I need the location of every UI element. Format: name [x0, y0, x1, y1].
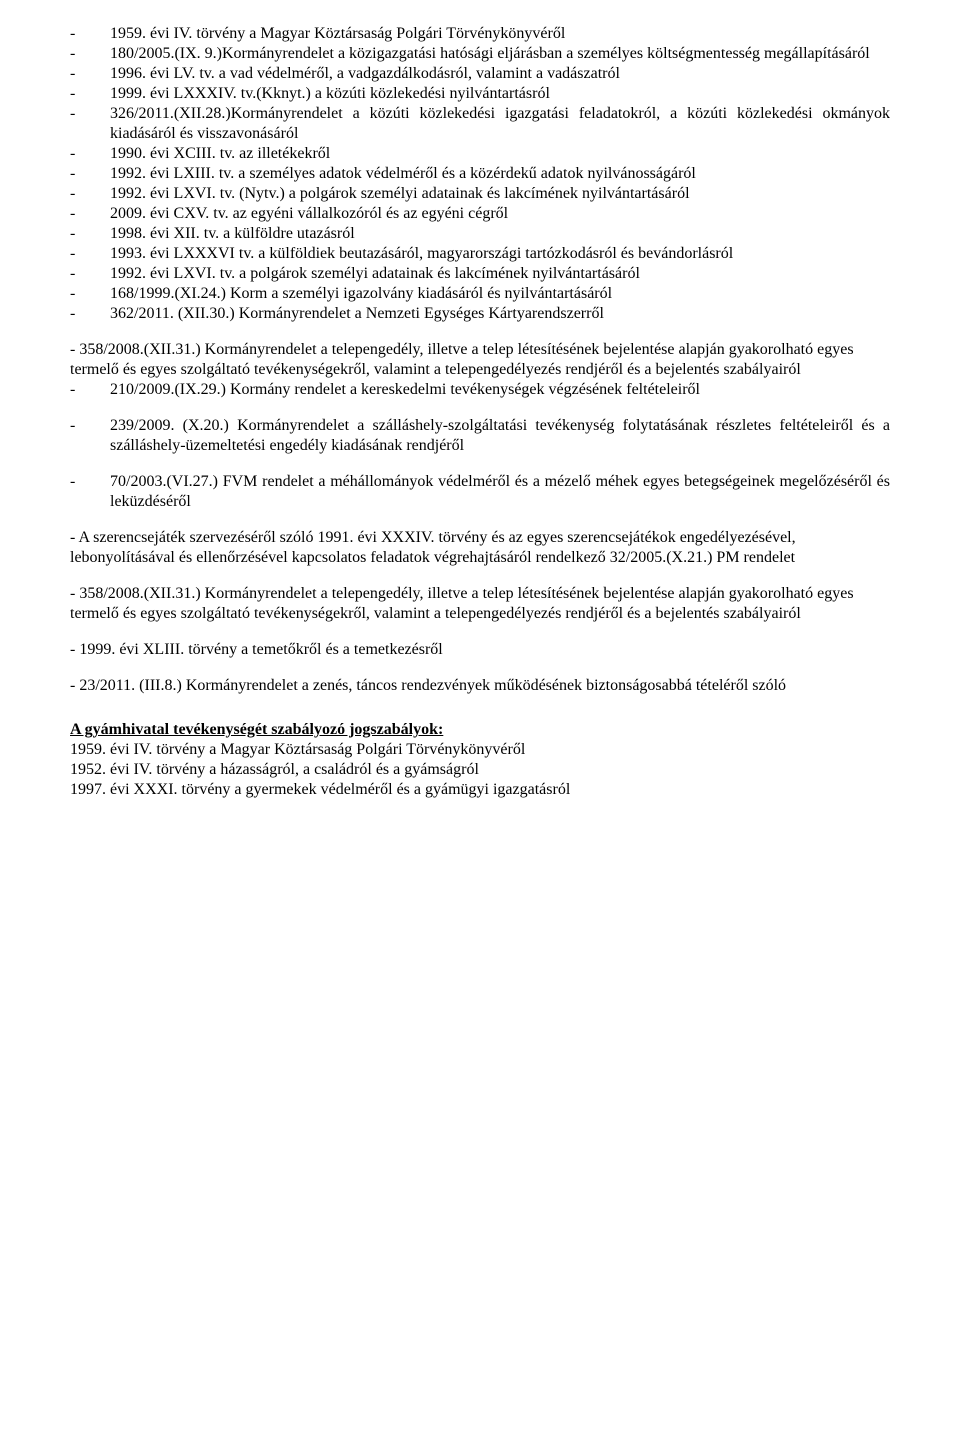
list-item: 1993. évi LXXXVI tv. a külföldiek beutaz… — [70, 244, 890, 264]
list-item-text: 1990. évi XCIII. tv. az illetékekről — [110, 145, 330, 162]
paragraph-text: - 358/2008.(XII.31.) Kormányrendelet a t… — [70, 585, 854, 622]
paragraph-text: - A szerencsejáték szervezéséről szóló 1… — [70, 529, 796, 566]
list-item: 1990. évi XCIII. tv. az illetékekről — [70, 144, 890, 164]
list-item-text: 1959. évi IV. törvény a Magyar Köztársas… — [110, 25, 565, 42]
list-item-text: 1997. évi XXXI. törvény a gyermekek véde… — [70, 781, 570, 798]
list-item-text: 1992. évi LXVI. tv. (Nytv.) a polgárok s… — [110, 185, 690, 202]
list-item: 1992. évi LXVI. tv. a polgárok személyi … — [70, 264, 890, 284]
paragraph-list: 70/2003.(VI.27.) FVM rendelet a méhállom… — [70, 472, 890, 512]
list-item: 1996. évi LV. tv. a vad védelméről, a va… — [70, 64, 890, 84]
paragraph: - 358/2008.(XII.31.) Kormányrendelet a t… — [70, 584, 890, 624]
list-item-text: 1999. évi LXXXIV. tv.(Kknyt.) a közúti k… — [110, 85, 550, 102]
list-item-text: 239/2009. (X.20.) Kormányrendelet a szál… — [110, 417, 890, 454]
law-list-secondary: 1959. évi IV. törvény a Magyar Köztársas… — [70, 740, 890, 800]
paragraph-text: - 1999. évi XLIII. törvény a temetőkről … — [70, 641, 443, 658]
paragraph-list: 239/2009. (X.20.) Kormányrendelet a szál… — [70, 416, 890, 456]
list-item: 1999. évi LXXXIV. tv.(Kknyt.) a közúti k… — [70, 84, 890, 104]
paragraph: - 358/2008.(XII.31.) Kormányrendelet a t… — [70, 340, 890, 400]
paragraph-text: - 358/2008.(XII.31.) Kormányrendelet a t… — [70, 340, 890, 380]
paragraph: - 1999. évi XLIII. törvény a temetőkről … — [70, 640, 890, 660]
list-item: 1959. évi IV. törvény a Magyar Köztársas… — [70, 24, 890, 44]
list-item-text: 168/1999.(XI.24.) Korm a személyi igazol… — [110, 285, 612, 302]
list-item: 2009. évi CXV. tv. az egyéni vállalkozór… — [70, 204, 890, 224]
list-item: 180/2005.(IX. 9.)Kormányrendelet a közig… — [70, 44, 890, 64]
paragraph: - 23/2011. (III.8.) Kormányrendelet a ze… — [70, 676, 890, 696]
list-item: 1997. évi XXXI. törvény a gyermekek véde… — [70, 780, 890, 800]
list-item: 1959. évi IV. törvény a Magyar Köztársas… — [70, 740, 890, 760]
list-item-text: 1952. évi IV. törvény a házasságról, a c… — [70, 761, 479, 778]
list-item-text: 1998. évi XII. tv. a külföldre utazásról — [110, 225, 355, 242]
list-item-text: 70/2003.(VI.27.) FVM rendelet a méhállom… — [110, 473, 890, 510]
list-item-text: 180/2005.(IX. 9.)Kormányrendelet a közig… — [110, 45, 870, 62]
list-item-text: 1959. évi IV. törvény a Magyar Köztársas… — [70, 741, 525, 758]
list-item: 210/2009.(IX.29.) Kormány rendelet a ker… — [70, 380, 890, 400]
paragraph-text: - 23/2011. (III.8.) Kormányrendelet a ze… — [70, 677, 786, 694]
list-item: 239/2009. (X.20.) Kormányrendelet a szál… — [70, 416, 890, 456]
list-item: 70/2003.(VI.27.) FVM rendelet a méhállom… — [70, 472, 890, 512]
paragraph: - A szerencsejáték szervezéséről szóló 1… — [70, 528, 890, 568]
list-item-text: 1992. évi LXIII. tv. a személyes adatok … — [110, 165, 696, 182]
list-item-text: 210/2009.(IX.29.) Kormány rendelet a ker… — [110, 381, 700, 398]
list-item: 168/1999.(XI.24.) Korm a személyi igazol… — [70, 284, 890, 304]
section-title: A gyámhivatal tevékenységét szabályozó j… — [70, 720, 890, 740]
list-item: 1992. évi LXIII. tv. a személyes adatok … — [70, 164, 890, 184]
list-item: 326/2011.(XII.28.)Kormányrendelet a közú… — [70, 104, 890, 144]
list-item: 1998. évi XII. tv. a külföldre utazásról — [70, 224, 890, 244]
list-item-text: 362/2011. (XII.30.) Kormányrendelet a Ne… — [110, 305, 604, 322]
list-item: 1952. évi IV. törvény a házasságról, a c… — [70, 760, 890, 780]
list-item-text: 1993. évi LXXXVI tv. a külföldiek beutaz… — [110, 245, 733, 262]
list-item-text: 1992. évi LXVI. tv. a polgárok személyi … — [110, 265, 640, 282]
list-item: 1992. évi LXVI. tv. (Nytv.) a polgárok s… — [70, 184, 890, 204]
list-item-text: 2009. évi CXV. tv. az egyéni vállalkozór… — [110, 205, 508, 222]
law-list-primary: 1959. évi IV. törvény a Magyar Köztársas… — [70, 24, 890, 324]
list-item: 362/2011. (XII.30.) Kormányrendelet a Ne… — [70, 304, 890, 324]
list-item-text: 1996. évi LV. tv. a vad védelméről, a va… — [110, 65, 620, 82]
list-item-text: 326/2011.(XII.28.)Kormányrendelet a közú… — [110, 105, 890, 142]
